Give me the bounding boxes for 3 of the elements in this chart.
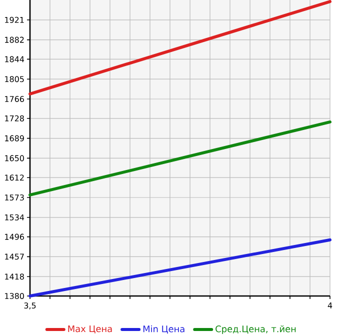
- legend-label: Max Цена: [68, 325, 112, 334]
- legend-label: Min Цена: [143, 325, 184, 334]
- legend-label: Сред.Цена, т.йен: [216, 325, 296, 334]
